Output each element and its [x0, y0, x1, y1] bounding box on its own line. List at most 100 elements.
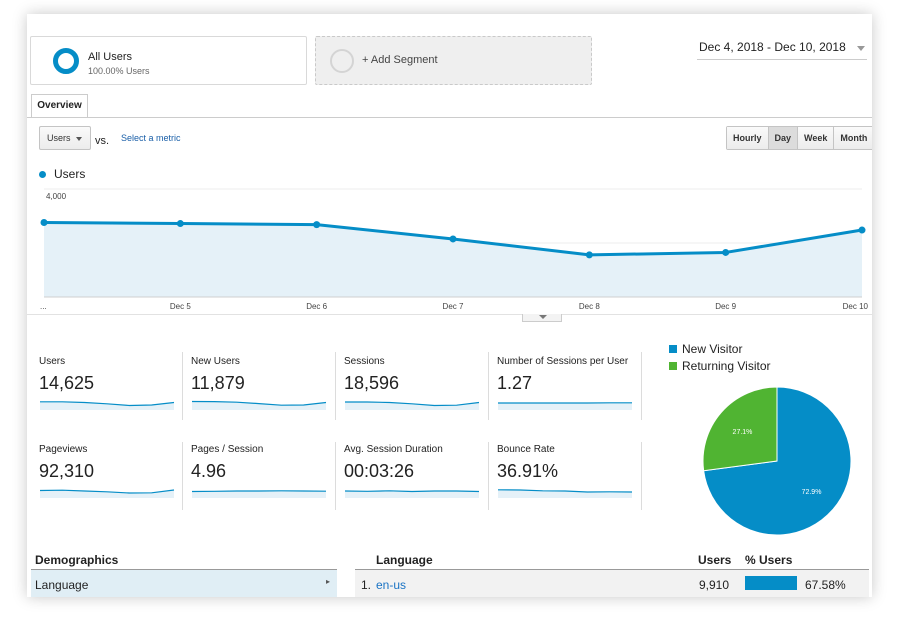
pie-legend-returning-label: Returning Visitor: [682, 359, 771, 373]
metric-label: Pages / Session: [191, 444, 264, 455]
empty-segment-icon: [330, 49, 354, 73]
metric-select[interactable]: Users: [39, 126, 91, 150]
pie-legend-new-label: New Visitor: [682, 342, 743, 356]
date-range-picker[interactable]: Dec 4, 2018 - Dec 10, 2018: [697, 40, 867, 60]
chart-divider: [27, 314, 872, 315]
language-table-header: Language Users % Users: [355, 553, 869, 570]
data-point[interactable]: [858, 226, 866, 234]
series-area-users: [44, 222, 862, 297]
metric-sparkline: [192, 490, 327, 498]
metric-card[interactable]: New Users 11,879: [191, 356, 341, 420]
segment-subtitle: 100.00% Users: [88, 66, 150, 76]
week-button[interactable]: Week: [798, 127, 835, 149]
row-users-value: 9,910: [699, 578, 730, 592]
metric-separator: [488, 352, 489, 420]
pie-slice-label: 27.1%: [733, 429, 753, 436]
demographics-item-label: Language: [35, 578, 89, 592]
date-range-text: Dec 4, 2018 - Dec 10, 2018: [699, 40, 846, 54]
column-header-language: Language: [376, 553, 433, 567]
x-tick-label: Dec 8: [579, 302, 600, 311]
metric-sparkline: [498, 489, 633, 498]
metric-value: 18,596: [344, 373, 400, 393]
metric-value: 1.27: [497, 373, 533, 393]
metric-label: Users: [39, 356, 66, 367]
metric-separator: [182, 442, 183, 510]
metric-separator: [488, 442, 489, 510]
data-point[interactable]: [585, 251, 593, 259]
metric-sparkline: [192, 400, 327, 410]
row-index: 1.: [361, 578, 372, 592]
segment-ring-icon: [53, 48, 79, 74]
metric-label: New Users: [191, 356, 240, 367]
analytics-panel: All Users 100.00% Users + Add Segment De…: [27, 14, 872, 597]
language-link-en-us[interactable]: en-us: [376, 578, 407, 592]
metric-value: 11,879: [191, 373, 245, 393]
metric-sparkline: [345, 401, 480, 410]
data-point[interactable]: [722, 248, 730, 256]
x-tick-label: Dec 10: [843, 302, 869, 311]
chart-legend-label: Users: [54, 167, 86, 181]
metric-label: Sessions: [344, 356, 385, 367]
data-point[interactable]: [313, 221, 321, 229]
metric-label: Number of Sessions per User: [497, 356, 629, 367]
hourly-button[interactable]: Hourly: [727, 127, 769, 149]
column-header-pct-users: % Users: [745, 553, 793, 567]
metric-card[interactable]: Avg. Session Duration 00:03:26: [344, 444, 494, 508]
row-pct-value: 67.58%: [805, 578, 846, 592]
metric-card[interactable]: Sessions 18,596: [344, 356, 494, 420]
data-point[interactable]: [40, 218, 48, 226]
table-row: 1. en-us 9,910 67.58%: [355, 570, 869, 597]
data-point[interactable]: [176, 220, 184, 228]
x-tick-label: Dec 9: [715, 302, 736, 311]
metric-sparkline: [40, 489, 175, 498]
metric-value: 4.96: [191, 461, 227, 481]
metric-separator: [641, 352, 642, 420]
chevron-right-icon: ▸: [325, 577, 330, 586]
pie-legend-new: New Visitor: [669, 342, 742, 356]
metric-value: 14,625: [39, 373, 95, 393]
metric-card[interactable]: Bounce Rate 36.91%: [497, 444, 647, 508]
metric-sparkline: [345, 490, 480, 498]
x-tick-label: Dec 5: [170, 302, 191, 311]
metric-card[interactable]: Number of Sessions per User 1.27: [497, 356, 647, 420]
metric-sparkline: [498, 402, 632, 410]
metric-value: 00:03:26: [344, 461, 415, 481]
metric-separator: [182, 352, 183, 420]
add-segment-label: + Add Segment: [362, 54, 438, 66]
pie-slice-label: 72.9%: [802, 489, 822, 496]
metric-label: Pageviews: [39, 444, 88, 455]
visitor-pie-chart: 72.9% 27.1%: [702, 386, 852, 536]
legend-square-icon: [669, 362, 677, 370]
demographics-title: Demographics: [35, 553, 119, 567]
pie-slice[interactable]: [702, 386, 778, 472]
metric-card[interactable]: Pageviews 92,310: [39, 444, 189, 508]
metric-select-value: Users: [47, 133, 71, 143]
month-button[interactable]: Month: [834, 127, 872, 149]
day-button[interactable]: Day: [768, 127, 799, 149]
y-tick-label: 4,000: [46, 192, 67, 201]
demographics-divider: [31, 569, 337, 570]
collapse-chart-handle[interactable]: [522, 314, 562, 322]
add-segment-button[interactable]: + Add Segment: [315, 36, 592, 85]
metric-card[interactable]: Users 14,625: [39, 356, 189, 420]
x-tick-label: ...: [40, 302, 47, 311]
metric-sparkline: [40, 401, 175, 410]
metric-separator: [335, 352, 336, 420]
metric-separator: [641, 442, 642, 510]
x-tick-label: Dec 7: [443, 302, 464, 311]
pie-legend-returning: Returning Visitor: [669, 359, 771, 373]
metric-card[interactable]: Pages / Session 4.96: [191, 444, 341, 508]
data-point[interactable]: [449, 235, 457, 243]
tab-overview[interactable]: Overview: [31, 94, 88, 118]
segment-title: All Users: [88, 51, 133, 63]
x-tick-label: Dec 6: [306, 302, 327, 311]
segment-all-users[interactable]: All Users 100.00% Users: [30, 36, 307, 85]
chevron-down-icon: [76, 137, 82, 141]
tab-divider: [27, 117, 872, 118]
demographics-item-language[interactable]: Language ▸: [31, 570, 337, 597]
vs-label: vs.: [95, 135, 110, 147]
select-metric-link[interactable]: Select a metric: [121, 133, 181, 143]
pct-users-bar: [745, 576, 798, 590]
metric-separator: [335, 442, 336, 510]
language-table-divider: [355, 569, 869, 570]
